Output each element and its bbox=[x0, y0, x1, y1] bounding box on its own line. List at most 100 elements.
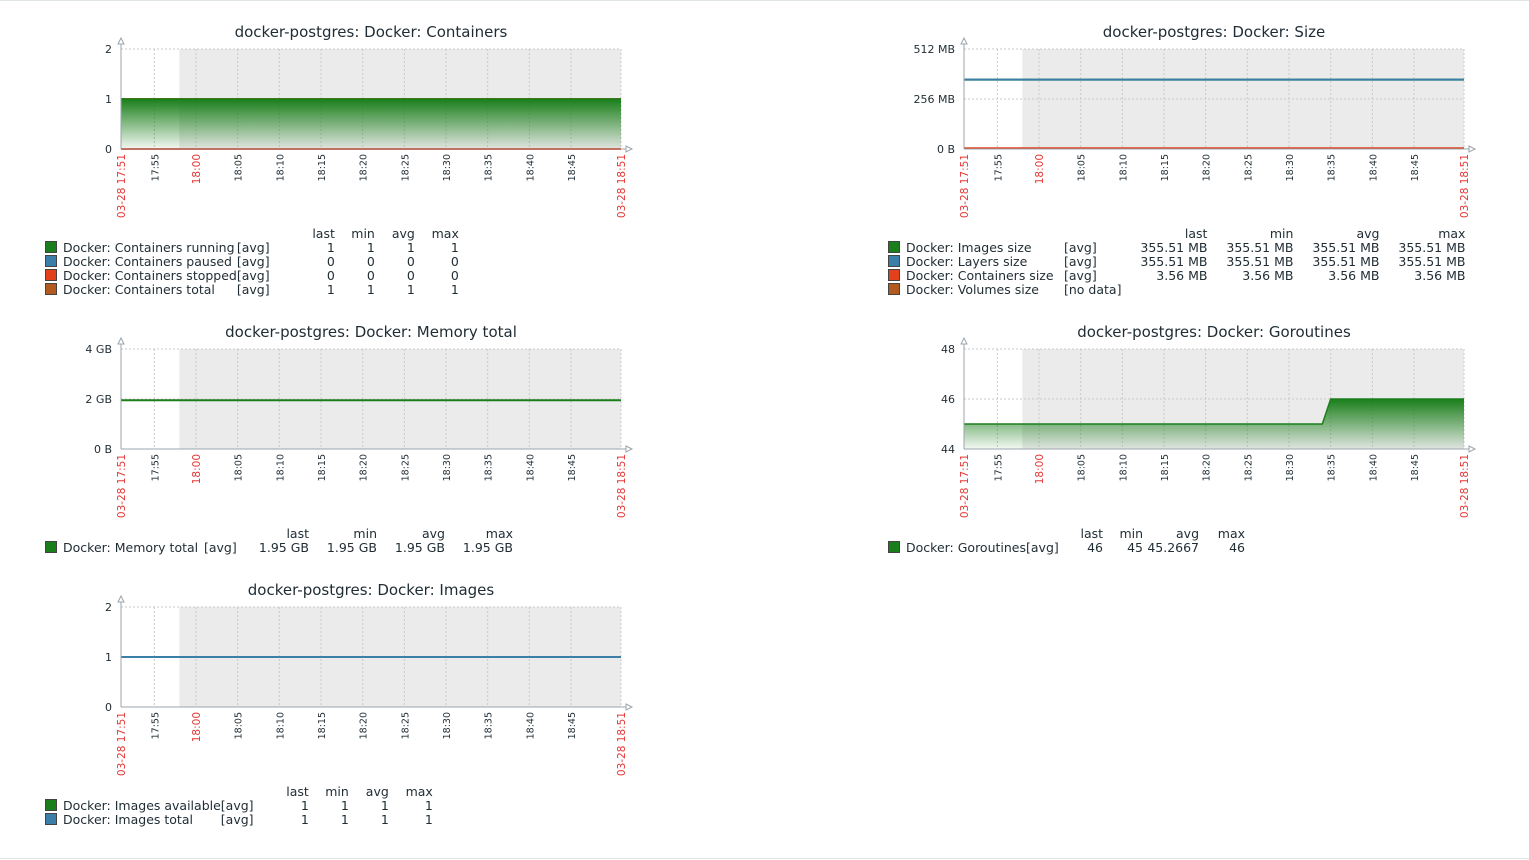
x-axis-arrow bbox=[1468, 145, 1477, 153]
x-tick-label: 18:35 bbox=[1327, 154, 1338, 181]
legend-max: 46 bbox=[1229, 540, 1246, 555]
legend-max: 1 bbox=[450, 282, 459, 297]
legend-func: [avg] bbox=[220, 798, 254, 813]
legend-header-min: min bbox=[351, 226, 375, 241]
legend-containers: last min avg max Docker: Containers runn… bbox=[45, 227, 459, 297]
series-line bbox=[964, 398, 1464, 425]
legend-swatch bbox=[45, 799, 57, 811]
legend-max: 355.51 MB bbox=[1398, 254, 1466, 269]
legend-swatch bbox=[888, 241, 900, 253]
legend-goroutines: last min avg max Docker: Goroutines [avg]… bbox=[888, 527, 1245, 555]
legend-func: [no data] bbox=[1064, 282, 1122, 297]
x-tick-label: 18:45 bbox=[567, 454, 578, 481]
x-tick-label: 18:45 bbox=[567, 712, 578, 739]
x-tick-label: 18:15 bbox=[1160, 154, 1171, 181]
x-tick-label: 18:40 bbox=[525, 454, 536, 481]
legend-row: Docker: Images size [avg] 355.51 MB 355.51 … bbox=[888, 241, 1465, 255]
x-tick-label: 18:20 bbox=[1202, 154, 1213, 181]
x-end-label: 03-28 18:51 bbox=[1459, 154, 1471, 218]
legend-row: Docker: Goroutines [avg] 46 45 45.2667 46 bbox=[888, 541, 1245, 555]
legend-func: [avg] bbox=[236, 268, 270, 283]
graph-images: docker-postgres: Docker: Images 2 1 0 17:55 1… bbox=[0, 558, 760, 848]
legend-swatch bbox=[888, 283, 900, 295]
x-end-label: 03-28 18:51 bbox=[616, 454, 628, 518]
legend-header-min: min bbox=[325, 784, 349, 799]
legend-header-last: last bbox=[1080, 526, 1104, 541]
x-axis-arrow bbox=[625, 703, 634, 711]
legend-row: Docker: Volumes size [no data] bbox=[888, 283, 1465, 297]
top-divider bbox=[0, 0, 1529, 1]
x-end-label: 03-28 18:51 bbox=[616, 154, 628, 218]
legend-max: 1 bbox=[424, 812, 433, 827]
chart-title: docker-postgres: Docker: Memory total bbox=[225, 323, 517, 341]
legend-last: 1.95 GB bbox=[258, 540, 309, 555]
y-tick-label: 0 bbox=[105, 701, 112, 714]
x-tick-label: 18:15 bbox=[1160, 454, 1171, 481]
legend-avg: 1 bbox=[380, 798, 389, 813]
x-tick-label: 18:20 bbox=[359, 712, 370, 739]
legend-row: Docker: Containers size [avg] 3.56 MB 3.56 … bbox=[888, 269, 1465, 283]
legend-avg: 355.51 MB bbox=[1312, 240, 1380, 255]
x-axis-arrow bbox=[625, 145, 634, 153]
legend-func: [avg] bbox=[236, 240, 270, 255]
legend-header-avg: avg bbox=[1176, 526, 1200, 541]
legend-header-max: max bbox=[485, 526, 513, 541]
x-tick-label: 18:30 bbox=[1285, 154, 1296, 181]
y-tick-label: 44 bbox=[941, 443, 955, 456]
x-tick-label: 17:55 bbox=[993, 454, 1004, 481]
legend-func: [avg] bbox=[236, 254, 270, 269]
legend-avg bbox=[1293, 283, 1379, 297]
y-axis-arrow bbox=[117, 36, 125, 45]
legend-header-last: last bbox=[286, 526, 309, 541]
y-tick-label: 0 bbox=[105, 143, 112, 156]
legend-last: 1 bbox=[326, 282, 335, 297]
x-tick-label: 18:45 bbox=[567, 154, 578, 181]
y-tick-label: 46 bbox=[941, 393, 955, 406]
legend-images: last min avg max Docker: Images availabl… bbox=[45, 785, 433, 827]
plot-shade bbox=[179, 349, 622, 449]
graph-containers: docker-postgres: Docker: Containers 2 1 0 17… bbox=[0, 0, 760, 300]
legend-max bbox=[1379, 283, 1465, 297]
x-tick-label: 18:10 bbox=[1118, 454, 1129, 481]
legend-min: 1 bbox=[366, 282, 375, 297]
x-tick-label: 18:25 bbox=[400, 454, 411, 481]
legend-series-name: Docker: Containers stopped bbox=[63, 268, 237, 283]
x-tick-label: 17:55 bbox=[150, 454, 161, 481]
legend-series-name: Docker: Containers total bbox=[63, 282, 215, 297]
legend-swatch bbox=[45, 283, 57, 295]
legend-swatch bbox=[888, 255, 900, 267]
y-tick-label: 4 GB bbox=[85, 343, 112, 356]
legend-max: 0 bbox=[450, 268, 459, 283]
legend-row: Docker: Containers paused [avg] 0 0 0 0 bbox=[45, 255, 459, 269]
legend-header-min: min bbox=[1269, 226, 1294, 241]
legend-row: Docker: Memory total [avg] 1.95 GB 1.95 GB 1… bbox=[45, 541, 513, 555]
x-tick-label: 18:40 bbox=[1368, 154, 1379, 181]
x-tick-label: 18:10 bbox=[275, 712, 286, 739]
y-tick-label: 2 bbox=[105, 601, 112, 614]
x-tick-label: 18:00 bbox=[191, 154, 203, 184]
legend-avg: 0 bbox=[406, 254, 415, 269]
legend-header-last: last bbox=[312, 226, 335, 241]
y-axis-arrow bbox=[960, 36, 968, 45]
legend-min: 1 bbox=[366, 240, 375, 255]
x-tick-label: 18:00 bbox=[1034, 154, 1046, 184]
legend-max: 1 bbox=[424, 798, 433, 813]
x-tick-label: 18:30 bbox=[1285, 454, 1296, 481]
x-tick-label: 18:25 bbox=[1243, 154, 1254, 181]
x-tick-label: 18:35 bbox=[484, 454, 495, 481]
legend-func: [avg] bbox=[1026, 540, 1059, 555]
legend-series-name: Docker: Memory total bbox=[63, 540, 199, 555]
x-tick-label: 18:20 bbox=[359, 154, 370, 181]
legend-swatch bbox=[888, 541, 900, 553]
y-tick-label: 48 bbox=[941, 343, 955, 356]
plot-shade bbox=[1022, 49, 1464, 149]
x-tick-label: 18:20 bbox=[1202, 454, 1213, 481]
legend-min: 1 bbox=[340, 812, 349, 827]
graph-size: docker-postgres: Docker: Size 512 MB 256 M… bbox=[843, 0, 1529, 300]
legend-series: Docker: Containers total bbox=[45, 283, 237, 297]
legend-header-min: min bbox=[1119, 526, 1144, 541]
legend-series: Docker: Containers stopped bbox=[45, 269, 237, 283]
x-tick-label: 18:30 bbox=[442, 712, 453, 739]
x-tick-label: 18:15 bbox=[317, 712, 328, 739]
legend-func: [avg] bbox=[236, 282, 270, 297]
